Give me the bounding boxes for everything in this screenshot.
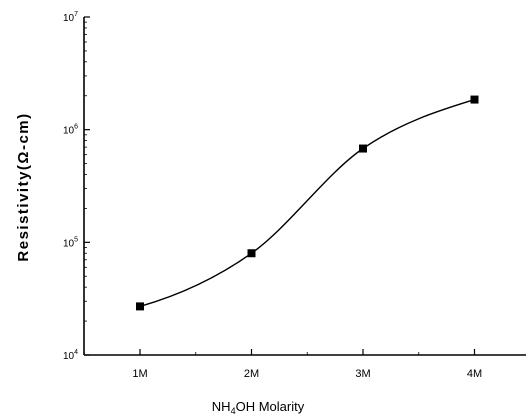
x-tick-label: 3M (355, 368, 370, 380)
y-tick-exponent: 5 (74, 236, 78, 243)
x-axis-label-prefix: NH (212, 399, 231, 414)
x-axis-label-subscript: 4 (231, 406, 236, 416)
x-axis-label: NH4OH Molarity (212, 399, 305, 416)
x-ticks: 1M 2M 3M 4M (83, 349, 482, 380)
data-point (247, 249, 256, 258)
y-tick-exponent: 4 (74, 349, 78, 356)
data-points (136, 95, 479, 311)
data-point (136, 302, 144, 311)
x-tick-label: 2M (244, 368, 259, 380)
axes (83, 17, 526, 356)
y-axis-label: Resistivity(Ω-cm) (15, 112, 32, 261)
y-tick-exponent: 6 (74, 124, 78, 131)
y-tick-base: 10 (63, 238, 75, 249)
y-tick-base: 10 (63, 351, 75, 362)
x-axis-label-suffix: OH Molarity (236, 399, 305, 414)
fit-curve (139, 98, 475, 308)
x-tick-label: 1M (132, 368, 147, 380)
y-tick-label: 106 (63, 124, 78, 137)
x-tick-label: 4M (467, 368, 482, 380)
y-tick-exponent: 7 (74, 11, 78, 18)
y-tick-label: 104 (63, 349, 78, 362)
y-tick-base: 10 (63, 126, 75, 137)
data-point (359, 144, 367, 153)
y-tick-label: 105 (63, 236, 78, 249)
data-point (470, 95, 479, 104)
y-tick-base: 10 (63, 13, 75, 24)
y-tick-label: 107 (63, 11, 78, 24)
